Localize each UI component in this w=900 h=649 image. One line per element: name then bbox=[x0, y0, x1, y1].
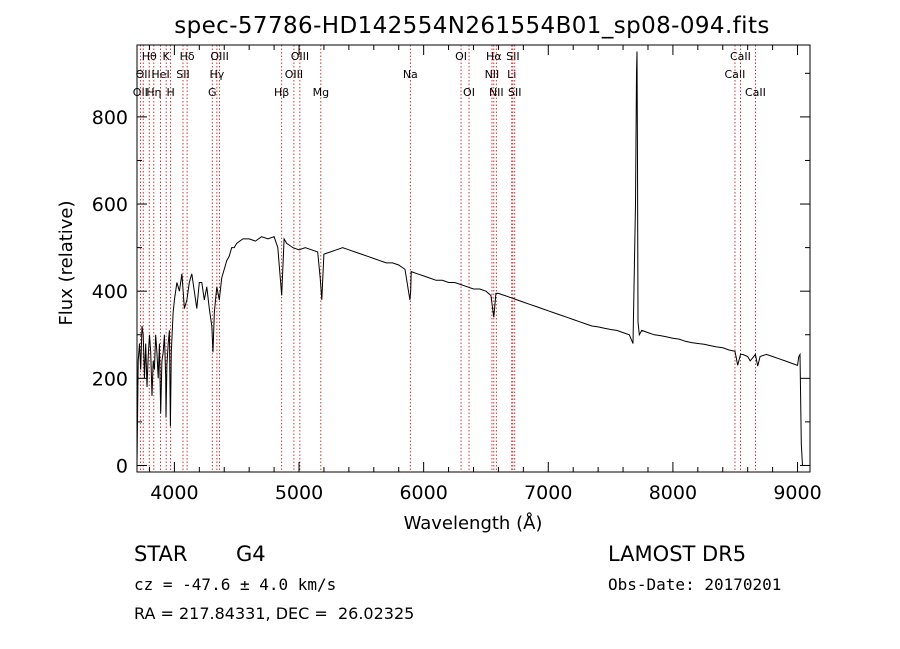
line-marker-label: CaII bbox=[725, 68, 746, 81]
line-marker-label: SII bbox=[506, 50, 519, 63]
y-axis-ticks: 0 200 400 600 800 bbox=[92, 72, 810, 477]
y-tick-label: 0 bbox=[116, 455, 128, 477]
y-tick-label: 400 bbox=[92, 281, 128, 303]
line-marker-label: OII bbox=[136, 68, 151, 81]
object-class: STAR bbox=[134, 542, 187, 566]
object-subclass: G4 bbox=[236, 542, 266, 566]
spectrum-series bbox=[136, 51, 803, 466]
y-tick-label: 200 bbox=[92, 368, 128, 390]
line-marker-label: Hβ bbox=[274, 86, 289, 99]
line-marker-label: Na bbox=[403, 68, 418, 81]
survey-name: LAMOST DR5 bbox=[608, 542, 746, 566]
line-marker-label: Hη bbox=[146, 86, 161, 99]
line-marker-label: Li bbox=[507, 68, 516, 81]
x-tick-label: 6000 bbox=[399, 482, 447, 504]
line-marker-label: OI bbox=[455, 50, 467, 63]
line-marker-label: OIII bbox=[285, 68, 303, 81]
line-marker-label: H bbox=[167, 86, 175, 99]
y-tick-label: 800 bbox=[92, 107, 128, 129]
sky-coordinates: RA = 217.84331, DEC = 26.02325 bbox=[134, 604, 414, 623]
line-marker-label: OI bbox=[463, 86, 475, 99]
line-marker-label: SII bbox=[176, 68, 189, 81]
chart-title: spec-57786-HD142554N261554B01_sp08-094.f… bbox=[174, 13, 770, 39]
line-marker-label: NII bbox=[485, 68, 500, 81]
x-tick-label: 9000 bbox=[773, 482, 821, 504]
line-marker-label: CaII bbox=[730, 50, 751, 63]
x-tick-label: 4000 bbox=[150, 482, 198, 504]
x-tick-label: 8000 bbox=[649, 482, 697, 504]
line-marker-label: NII bbox=[489, 86, 504, 99]
line-marker-label: OIII bbox=[210, 50, 228, 63]
spectral-line-markers: OIIOIIHθHηHeIKHSIIHδGHγOIIIHβOIIIOIIIMgN… bbox=[133, 45, 766, 472]
line-marker-label: Hθ bbox=[142, 50, 157, 63]
line-marker-label: HeI bbox=[151, 68, 169, 81]
line-marker-label: Mg bbox=[313, 86, 329, 99]
line-marker-label: SII bbox=[508, 86, 521, 99]
y-axis-label: Flux (relative) bbox=[56, 200, 77, 325]
line-marker-label: Hγ bbox=[209, 68, 224, 81]
x-axis-ticks: 4000 5000 6000 7000 8000 9000 bbox=[148, 45, 822, 504]
observation-date: Obs-Date: 20170201 bbox=[608, 575, 781, 594]
line-marker-label: OIII bbox=[291, 50, 309, 63]
plot-frame bbox=[136, 44, 811, 473]
line-marker-label: CaII bbox=[745, 86, 766, 99]
x-tick-label: 7000 bbox=[524, 482, 572, 504]
line-marker-label: G bbox=[208, 86, 217, 99]
spectrum-line bbox=[136, 51, 803, 466]
x-axis-label: Wavelength (Å) bbox=[404, 512, 543, 534]
line-marker-label: K bbox=[163, 50, 171, 63]
x-tick-label: 5000 bbox=[275, 482, 323, 504]
line-marker-label: Hδ bbox=[180, 50, 195, 63]
y-tick-label: 600 bbox=[92, 194, 128, 216]
redshift-velocity: cz = -47.6 ± 4.0 km/s bbox=[134, 575, 336, 594]
line-marker-label: Hα bbox=[486, 50, 502, 63]
